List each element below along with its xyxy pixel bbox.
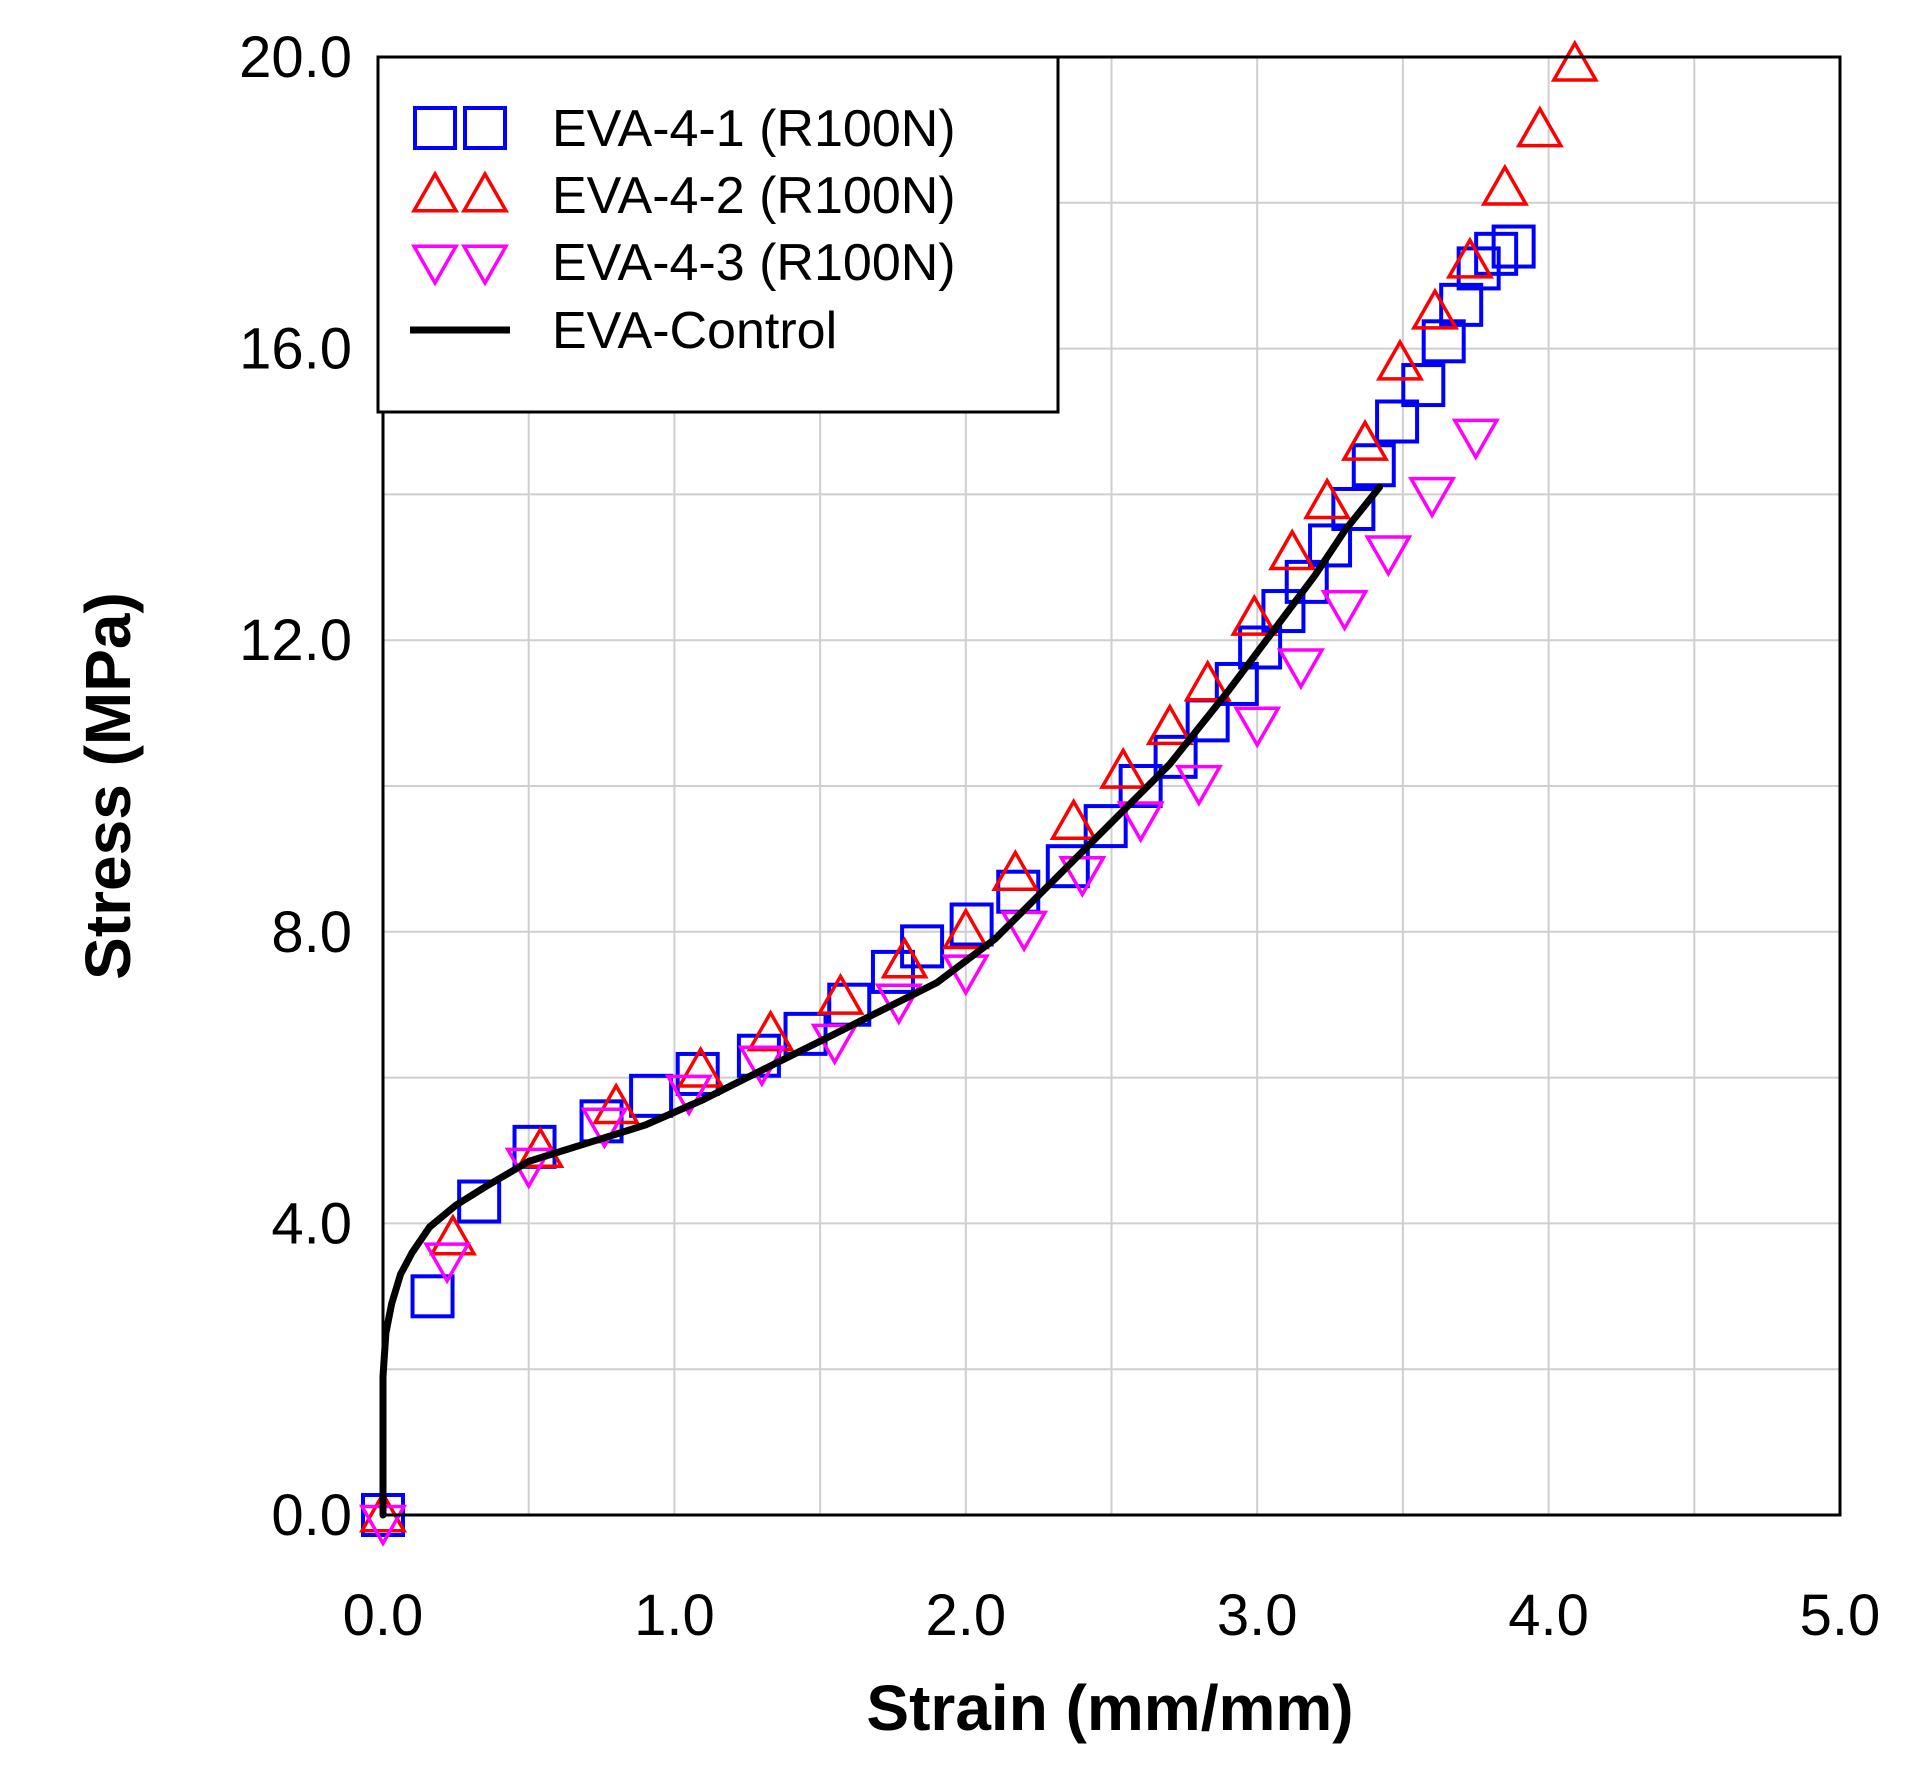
- data-point: [1116, 801, 1165, 844]
- data-point: [1145, 703, 1194, 746]
- data-point: [1320, 589, 1369, 632]
- x-tick-label: 2.0: [925, 1583, 1006, 1648]
- series-3: [379, 483, 1384, 1519]
- data-point: [1375, 399, 1420, 444]
- data-point: [1401, 363, 1446, 408]
- y-tick-label: 8.0: [271, 900, 352, 965]
- data-point: [1099, 746, 1148, 789]
- data-point: [1214, 661, 1259, 706]
- data-point: [810, 1023, 859, 1066]
- data-point: [949, 902, 994, 947]
- data-point: [1058, 855, 1107, 899]
- data-point: [1480, 163, 1529, 206]
- data-point: [1083, 804, 1128, 849]
- data-point: [1550, 39, 1599, 82]
- legend-label: EVA-4-1 (R100N): [552, 100, 956, 158]
- x-tick-label: 1.0: [634, 1583, 715, 1648]
- data-point: [1153, 734, 1198, 779]
- y-tick-label: 20.0: [239, 25, 352, 90]
- data-point: [880, 936, 929, 979]
- data-point: [1421, 319, 1466, 364]
- legend-marker: [410, 244, 460, 287]
- legend-marker: [413, 106, 457, 150]
- legend-marker: [460, 170, 510, 213]
- y-axis-title: Stress (MPa): [72, 592, 144, 980]
- data-point: [1174, 764, 1223, 807]
- data-point: [1268, 528, 1317, 571]
- data-point: [1049, 797, 1098, 840]
- data-point: [1515, 105, 1564, 148]
- data-point: [428, 1213, 477, 1256]
- data-point: [664, 1074, 713, 1117]
- legend-items: EVA-4-1 (R100N) EVA-4-2 (R100N) EVA-4-3 (R…: [410, 100, 956, 360]
- data-point: [1491, 224, 1536, 269]
- legend-label: EVA-Control: [552, 302, 837, 360]
- data-point: [423, 1242, 472, 1285]
- data-point: [1364, 535, 1413, 578]
- data-point: [1331, 486, 1376, 531]
- legend-label: EVA-4-2 (R100N): [552, 167, 956, 225]
- legend-marker: [410, 170, 460, 213]
- data-point: [675, 1051, 720, 1096]
- data-point: [1045, 844, 1090, 889]
- legend-label: EVA-4-3 (R100N): [552, 234, 956, 292]
- data-point: [1351, 443, 1396, 488]
- control-line: [379, 483, 1384, 1519]
- data-point: [783, 1011, 828, 1056]
- data-point: [1233, 706, 1282, 749]
- data-point: [1408, 476, 1457, 519]
- data-point: [1308, 523, 1353, 568]
- data-point: [1410, 287, 1459, 330]
- y-tick-label: 12.0: [239, 608, 352, 673]
- plot-frame: [381, 55, 1842, 1517]
- series-0: [361, 224, 1536, 1537]
- tick-layer: 0.0 1.0 2.0 3.0 4.0 5.0 0.0 4.0 8.0 12.0 16.0 20.0: [239, 25, 1880, 1648]
- data-point: [746, 1009, 795, 1052]
- data-point: [1341, 418, 1390, 461]
- y-tick-label: 16.0: [239, 317, 352, 382]
- data-point: [1439, 282, 1484, 327]
- x-axis-title: Strain (mm/mm): [866, 1672, 1353, 1744]
- data-point: [358, 1490, 408, 1533]
- series-2: [358, 418, 1500, 1547]
- x-tick-label: 4.0: [1508, 1583, 1589, 1648]
- data-point: [1238, 625, 1283, 670]
- data-point: [941, 907, 990, 950]
- data-point: [991, 848, 1040, 891]
- data-point: [816, 972, 865, 1015]
- legend: EVA-4-1 (R100N) EVA-4-2 (R100N) EVA-4-3 (R…: [376, 55, 1060, 414]
- data-point: [1230, 593, 1279, 636]
- data-point: [941, 954, 990, 997]
- data-point: [1284, 559, 1329, 604]
- data-point: [1276, 648, 1325, 691]
- series-layer: [358, 39, 1599, 1547]
- data-point: [1000, 910, 1049, 953]
- data-point: [870, 949, 915, 994]
- x-tick-label: 0.0: [343, 1583, 424, 1648]
- legend-marker: [463, 106, 507, 150]
- data-point: [580, 1107, 629, 1150]
- data-point: [676, 1045, 725, 1088]
- x-tick-label: 5.0: [1800, 1583, 1881, 1648]
- data-point: [1375, 338, 1425, 381]
- legend-marker: [460, 244, 510, 287]
- data-point: [1183, 659, 1232, 702]
- legend-box: [376, 55, 1060, 414]
- data-point: [1303, 477, 1352, 520]
- y-tick-label: 0.0: [271, 1483, 352, 1548]
- data-point: [410, 1274, 455, 1319]
- data-point: [1451, 418, 1500, 461]
- x-tick-label: 3.0: [1217, 1583, 1298, 1648]
- y-tick-label: 4.0: [271, 1191, 352, 1256]
- data-point: [629, 1073, 674, 1118]
- data-point: [1445, 236, 1494, 279]
